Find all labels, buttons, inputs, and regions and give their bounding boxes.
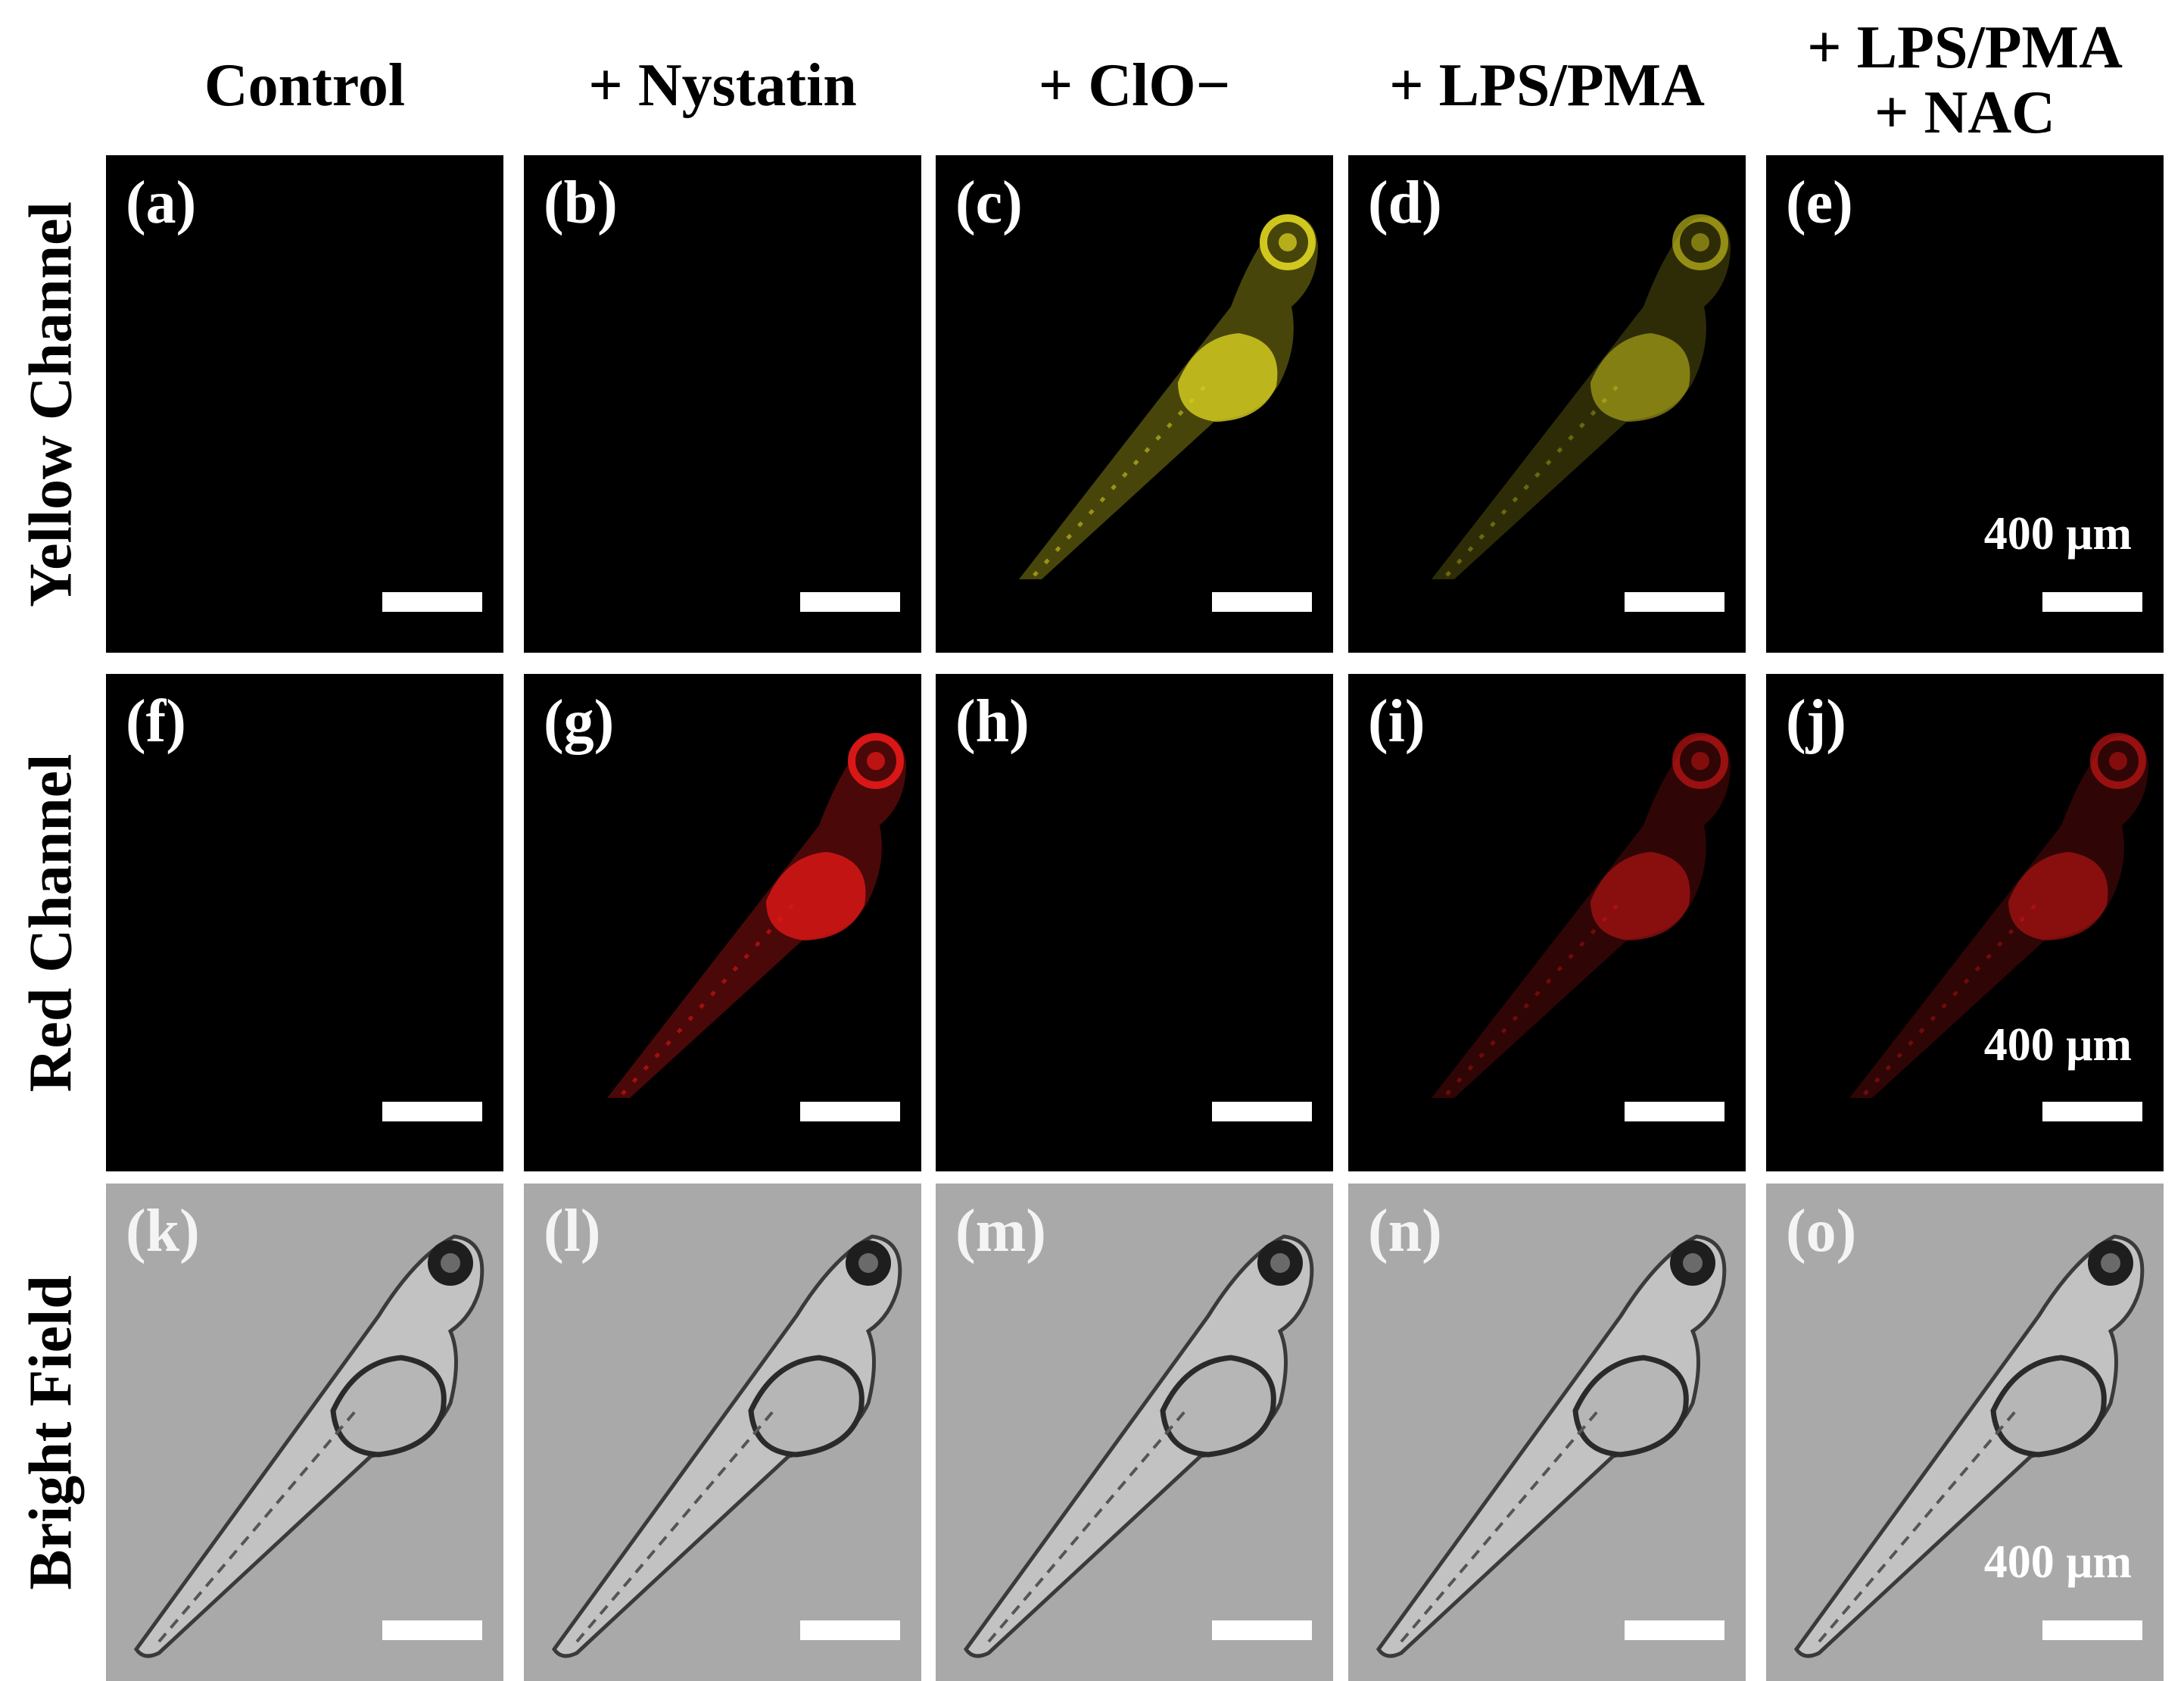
row-title-1: Yellow Channel [17, 201, 85, 607]
scale-bar [1625, 1620, 1724, 1640]
row-title-2: Red Channel [17, 753, 85, 1092]
panel-label: (h) [955, 688, 1030, 755]
zebrafish-image [106, 1184, 503, 1681]
panel-label: (g) [544, 688, 615, 755]
zebrafish-image [524, 674, 921, 1171]
zebrafish-image [1348, 674, 1746, 1171]
panel-f: (f) [106, 674, 503, 1171]
zebrafish-image [1766, 674, 2164, 1171]
zebrafish-image [524, 1184, 921, 1681]
scale-bar [2042, 1102, 2142, 1121]
scale-bar [382, 1102, 482, 1121]
panel-c: (c) [936, 155, 1333, 653]
scale-bar-label: 400 μm [1983, 1019, 2132, 1071]
zebrafish-image [1766, 1184, 2164, 1681]
panel-m: (m) [936, 1184, 1333, 1681]
column-title-2: + Nystatin [588, 52, 857, 119]
column-title-3: + ClO− [1038, 52, 1231, 119]
panel-label: (j) [1786, 688, 1846, 755]
panel-label: (l) [544, 1198, 601, 1265]
scale-bar [382, 1620, 482, 1640]
scale-bar [2042, 1620, 2142, 1640]
panel-label: (d) [1368, 170, 1442, 236]
panel-label: (e) [1786, 170, 1853, 236]
panel-n: (n) [1348, 1184, 1746, 1681]
panel-a: (a) [106, 155, 503, 653]
scale-bar [382, 592, 482, 612]
scale-bar [1212, 1102, 1312, 1121]
zebrafish-image [1348, 1184, 1746, 1681]
zebrafish-image [936, 1184, 1333, 1681]
panel-label: (f) [126, 688, 186, 755]
panel-d: (d) [1348, 155, 1746, 653]
panel-label: (m) [955, 1198, 1046, 1265]
column-title-4: + LPS/PMA [1389, 52, 1705, 119]
panel-g: (g) [524, 674, 921, 1171]
scale-bar [1212, 1620, 1312, 1640]
column-title-5: + LPS/PMA + NAC [1807, 14, 2123, 146]
panel-i: (i) [1348, 674, 1746, 1171]
panel-b: (b) [524, 155, 921, 653]
panel-j: (j) 400 μm [1766, 674, 2164, 1171]
scale-bar [1625, 592, 1724, 612]
scale-bar [1212, 592, 1312, 612]
panel-label: (i) [1368, 688, 1425, 755]
panel-label: (k) [126, 1198, 200, 1265]
panel-l: (l) [524, 1184, 921, 1681]
panel-e: (e) 400 μm [1766, 155, 2164, 653]
panel-k: (k) [106, 1184, 503, 1681]
scale-bar [800, 1620, 900, 1640]
zebrafish-image [936, 155, 1333, 653]
scale-bar-label: 400 μm [1983, 1536, 2132, 1588]
row-title-3: Bright Field [17, 1274, 85, 1590]
panel-label: (n) [1368, 1198, 1442, 1265]
panel-label: (o) [1786, 1198, 1857, 1265]
scale-bar [800, 1102, 900, 1121]
panel-h: (h) [936, 674, 1333, 1171]
panel-label: (b) [544, 170, 618, 236]
zebrafish-image [1348, 155, 1746, 653]
panel-label: (a) [126, 170, 197, 236]
column-title-1: Control [204, 52, 406, 119]
scale-bar [800, 592, 900, 612]
scale-bar-label: 400 μm [1983, 508, 2132, 560]
scale-bar [1625, 1102, 1724, 1121]
scale-bar [2042, 592, 2142, 612]
panel-label: (c) [955, 170, 1023, 236]
panel-o: (o) 400 μm [1766, 1184, 2164, 1681]
